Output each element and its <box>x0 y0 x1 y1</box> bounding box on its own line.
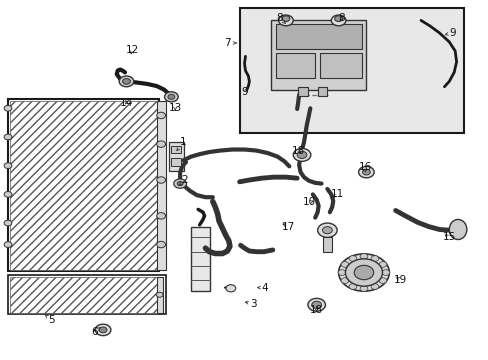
Circle shape <box>337 270 345 275</box>
Circle shape <box>278 15 293 26</box>
Text: 7: 7 <box>224 38 236 48</box>
Circle shape <box>370 284 378 289</box>
Bar <box>157 101 165 270</box>
Circle shape <box>378 278 386 283</box>
Circle shape <box>307 298 325 311</box>
Bar <box>317 87 327 96</box>
Circle shape <box>358 166 373 178</box>
Text: 9: 9 <box>445 28 455 38</box>
Bar <box>320 53 361 78</box>
Circle shape <box>359 253 367 259</box>
Text: 10: 10 <box>303 197 316 207</box>
Circle shape <box>338 254 388 291</box>
Text: 9: 9 <box>241 87 247 97</box>
Text: 13: 13 <box>168 103 182 113</box>
Bar <box>298 87 307 96</box>
Circle shape <box>381 270 389 275</box>
Circle shape <box>362 169 369 175</box>
Bar <box>157 277 162 313</box>
Text: 8: 8 <box>338 13 345 23</box>
Circle shape <box>177 181 183 186</box>
Circle shape <box>370 256 378 261</box>
Circle shape <box>4 134 12 140</box>
Circle shape <box>173 179 186 188</box>
Text: 11: 11 <box>330 189 343 199</box>
Circle shape <box>311 301 321 309</box>
Circle shape <box>122 78 130 84</box>
Circle shape <box>4 163 12 168</box>
Bar <box>10 277 157 313</box>
Circle shape <box>334 16 342 22</box>
Text: 8: 8 <box>276 13 285 24</box>
Circle shape <box>225 285 235 292</box>
Ellipse shape <box>448 220 466 239</box>
Circle shape <box>157 241 165 248</box>
Circle shape <box>330 15 345 26</box>
Circle shape <box>378 262 386 267</box>
Bar <box>322 237 331 252</box>
Circle shape <box>359 286 367 292</box>
Text: 19: 19 <box>393 275 407 285</box>
Circle shape <box>4 242 12 247</box>
Circle shape <box>340 278 348 283</box>
Circle shape <box>157 141 165 147</box>
Circle shape <box>156 292 163 297</box>
Bar <box>239 8 463 134</box>
Bar <box>271 21 366 90</box>
Text: 3: 3 <box>245 299 256 309</box>
Circle shape <box>348 284 356 289</box>
Text: 16: 16 <box>358 162 371 172</box>
Circle shape <box>345 259 382 286</box>
Text: 18: 18 <box>291 145 304 156</box>
Circle shape <box>353 265 373 280</box>
Circle shape <box>167 94 174 99</box>
Bar <box>276 24 361 49</box>
Bar <box>10 101 157 270</box>
Bar <box>171 158 181 166</box>
Text: 17: 17 <box>281 222 294 231</box>
Circle shape <box>157 112 165 119</box>
Circle shape <box>95 324 111 336</box>
Circle shape <box>293 148 310 161</box>
Text: 5: 5 <box>45 315 55 325</box>
Circle shape <box>340 262 348 267</box>
Bar <box>8 275 166 315</box>
Circle shape <box>322 226 331 234</box>
Bar <box>8 99 159 271</box>
Circle shape <box>297 151 306 158</box>
Circle shape <box>119 76 134 87</box>
Text: 12: 12 <box>125 45 139 55</box>
Circle shape <box>317 223 336 237</box>
Circle shape <box>348 256 356 261</box>
Text: 18: 18 <box>309 305 323 315</box>
Bar <box>168 142 183 171</box>
Bar <box>276 53 315 78</box>
Bar <box>171 146 181 153</box>
Text: 2: 2 <box>179 175 188 185</box>
Text: 6: 6 <box>91 327 100 337</box>
Circle shape <box>157 213 165 219</box>
Circle shape <box>4 192 12 197</box>
Circle shape <box>282 16 289 22</box>
Text: 15: 15 <box>442 232 455 242</box>
Text: 4: 4 <box>257 283 268 293</box>
Circle shape <box>157 177 165 183</box>
Circle shape <box>4 220 12 226</box>
Circle shape <box>4 105 12 111</box>
Bar <box>190 226 210 291</box>
Circle shape <box>164 92 178 102</box>
Text: 1: 1 <box>177 138 186 150</box>
Text: 14: 14 <box>120 98 133 108</box>
Circle shape <box>99 327 107 333</box>
